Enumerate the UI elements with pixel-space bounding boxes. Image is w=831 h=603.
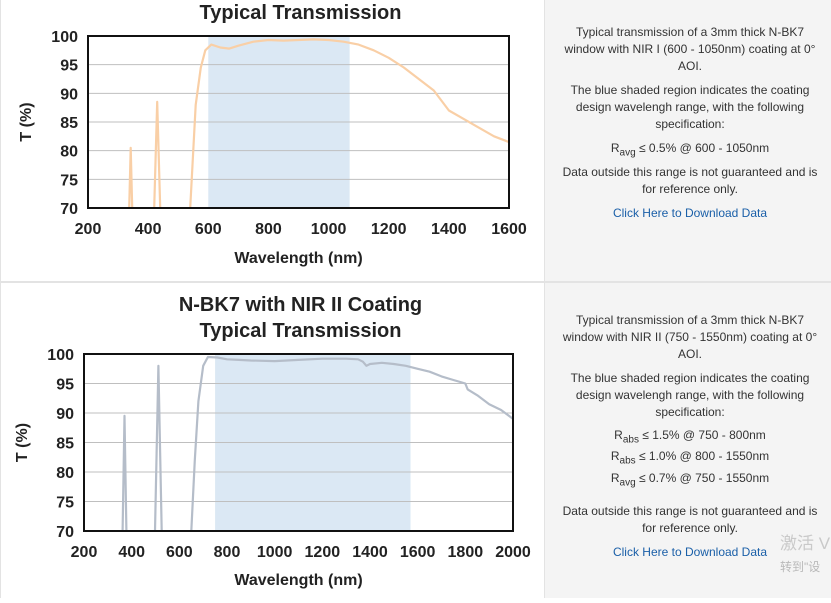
spec-subscript: abs bbox=[622, 434, 639, 446]
spec-subscript: abs bbox=[619, 455, 636, 467]
y-tick-label: 70 bbox=[60, 201, 78, 218]
y-tick-label: 80 bbox=[60, 144, 78, 161]
chart-description-intro: Typical transmission of a 3mm thick N-BK… bbox=[564, 25, 816, 73]
spec-text: ≤ 1.0% @ 800 - 1550nm bbox=[635, 449, 770, 464]
chart-title: N-BK7 with NIR II Coating bbox=[179, 294, 422, 316]
y-axis-label: T (%) bbox=[14, 423, 31, 462]
x-tick-label: 1600 bbox=[491, 221, 527, 238]
spec-symbol: R bbox=[614, 428, 623, 442]
y-tick-label: 85 bbox=[56, 436, 74, 453]
y-tick-label: 95 bbox=[60, 58, 78, 75]
spec-symbol: R bbox=[610, 470, 620, 485]
coating-specs: Rabs ≤ 1.5% @ 750 - 800nm Rabs ≤ 1.0% @ … bbox=[555, 427, 825, 491]
x-tick-label: 200 bbox=[75, 221, 102, 238]
chart-description-intro: Typical transmission of a 3mm thick N-BK… bbox=[562, 313, 818, 361]
x-tick-label: 800 bbox=[255, 221, 282, 238]
chart-subtitle: Typical Transmission bbox=[200, 320, 402, 342]
transmission-series-line bbox=[153, 364, 163, 532]
x-tick-label: 400 bbox=[135, 221, 162, 238]
y-tick-label: 70 bbox=[56, 524, 74, 541]
x-tick-label: 800 bbox=[214, 544, 241, 561]
y-tick-label: 80 bbox=[56, 465, 74, 482]
chart-cell-2: 70 75 80 85 90 95 100 200 400 600 800 1000 1200 1400 1… bbox=[0, 283, 545, 598]
y-tick-label: 100 bbox=[51, 29, 78, 46]
x-tick-label: 1400 bbox=[431, 221, 467, 238]
y-tick-label: 90 bbox=[60, 86, 78, 103]
y-tick-label: 90 bbox=[56, 406, 74, 423]
chart-title: Typical Transmission bbox=[200, 2, 402, 24]
x-tick-label: 1400 bbox=[352, 544, 388, 561]
transmission-series-line bbox=[153, 100, 162, 209]
spec-line: Rabs ≤ 1.5% @ 750 - 800nm bbox=[555, 427, 825, 448]
plot-frame bbox=[87, 35, 510, 209]
transmission-series-line bbox=[190, 355, 514, 532]
x-tick-label: 2000 bbox=[495, 544, 531, 561]
transmission-chart-nir-1: 70 75 80 85 90 95 100 200 400 600 800 1000 1200 1400 1… bbox=[18, 2, 527, 267]
y-tick-label: 75 bbox=[60, 172, 78, 189]
spec-line: Rabs ≤ 1.0% @ 800 - 1550nm bbox=[555, 448, 825, 469]
x-tick-label: 1800 bbox=[448, 544, 484, 561]
x-tick-label: 1600 bbox=[400, 544, 436, 561]
spec-text: ≤ 0.5% @ 600 - 1050nm bbox=[635, 141, 770, 155]
x-tick-label: 200 bbox=[71, 544, 98, 561]
activation-watermark: 激活 V bbox=[780, 534, 831, 553]
transmission-chart-nir-2: 70 75 80 85 90 95 100 200 400 600 800 1000 1200 1400 1… bbox=[14, 294, 531, 589]
download-data-link[interactable]: Click Here to Download Data bbox=[612, 545, 768, 559]
description-panel-2: Typical transmission of a 3mm thick N-BK… bbox=[545, 283, 831, 598]
chart-cell-1: 70 75 80 85 90 95 100 200 400 600 800 1000 1200 1400 1… bbox=[0, 0, 545, 281]
x-tick-label: 1000 bbox=[257, 544, 293, 561]
chart-row-2: 70 75 80 85 90 95 100 200 400 600 800 1000 1200 1400 1… bbox=[0, 283, 831, 598]
spec-line: Ravg ≤ 0.7% @ 750 - 1550nm bbox=[555, 470, 825, 491]
transmission-series-line bbox=[121, 414, 128, 532]
y-tick-label: 85 bbox=[60, 115, 78, 132]
spec-text: ≤ 1.5% @ 750 - 800nm bbox=[638, 428, 766, 442]
x-tick-label: 1200 bbox=[305, 544, 341, 561]
y-tick-label: 75 bbox=[56, 495, 74, 512]
x-tick-label: 400 bbox=[118, 544, 145, 561]
spec-text: ≤ 0.7% @ 750 - 1550nm bbox=[635, 470, 770, 485]
x-tick-label: 1000 bbox=[311, 221, 347, 238]
x-tick-label: 600 bbox=[195, 221, 222, 238]
y-axis-label: T (%) bbox=[18, 102, 35, 141]
activation-watermark-hint: 转到"设 bbox=[780, 560, 821, 574]
spec-symbol: R bbox=[610, 449, 620, 464]
download-data-link[interactable]: Click Here to Download Data bbox=[612, 206, 768, 220]
spec-line: Ravg ≤ 0.5% @ 600 - 1050nm bbox=[555, 140, 825, 161]
x-tick-label: 1200 bbox=[371, 221, 407, 238]
y-tick-label: 100 bbox=[47, 347, 74, 364]
x-axis-label: Wavelength (nm) bbox=[234, 572, 362, 589]
shaded-region-note: The blue shaded region indicates the coa… bbox=[570, 371, 810, 419]
x-tick-label: 600 bbox=[166, 544, 193, 561]
plot-frame bbox=[83, 353, 514, 532]
x-axis-label: Wavelength (nm) bbox=[234, 250, 362, 267]
shaded-region-note: The blue shaded region indicates the coa… bbox=[570, 83, 810, 131]
y-tick-label: 95 bbox=[56, 377, 74, 394]
chart-row-1: 70 75 80 85 90 95 100 200 400 600 800 1000 1200 1400 1… bbox=[0, 0, 831, 281]
disclaimer-text: Data outside this range is not guarantee… bbox=[562, 504, 818, 535]
spec-subscript: avg bbox=[619, 477, 636, 489]
coating-specs: Ravg ≤ 0.5% @ 600 - 1050nm bbox=[555, 140, 825, 161]
description-panel-1: Typical transmission of a 3mm thick N-BK… bbox=[545, 0, 831, 281]
spec-subscript: avg bbox=[619, 147, 636, 159]
row-divider bbox=[0, 281, 831, 283]
disclaimer-text: Data outside this range is not guarantee… bbox=[562, 165, 818, 196]
transmission-series-line bbox=[189, 38, 510, 209]
transmission-series-line bbox=[128, 146, 134, 209]
spec-symbol: R bbox=[610, 141, 620, 155]
